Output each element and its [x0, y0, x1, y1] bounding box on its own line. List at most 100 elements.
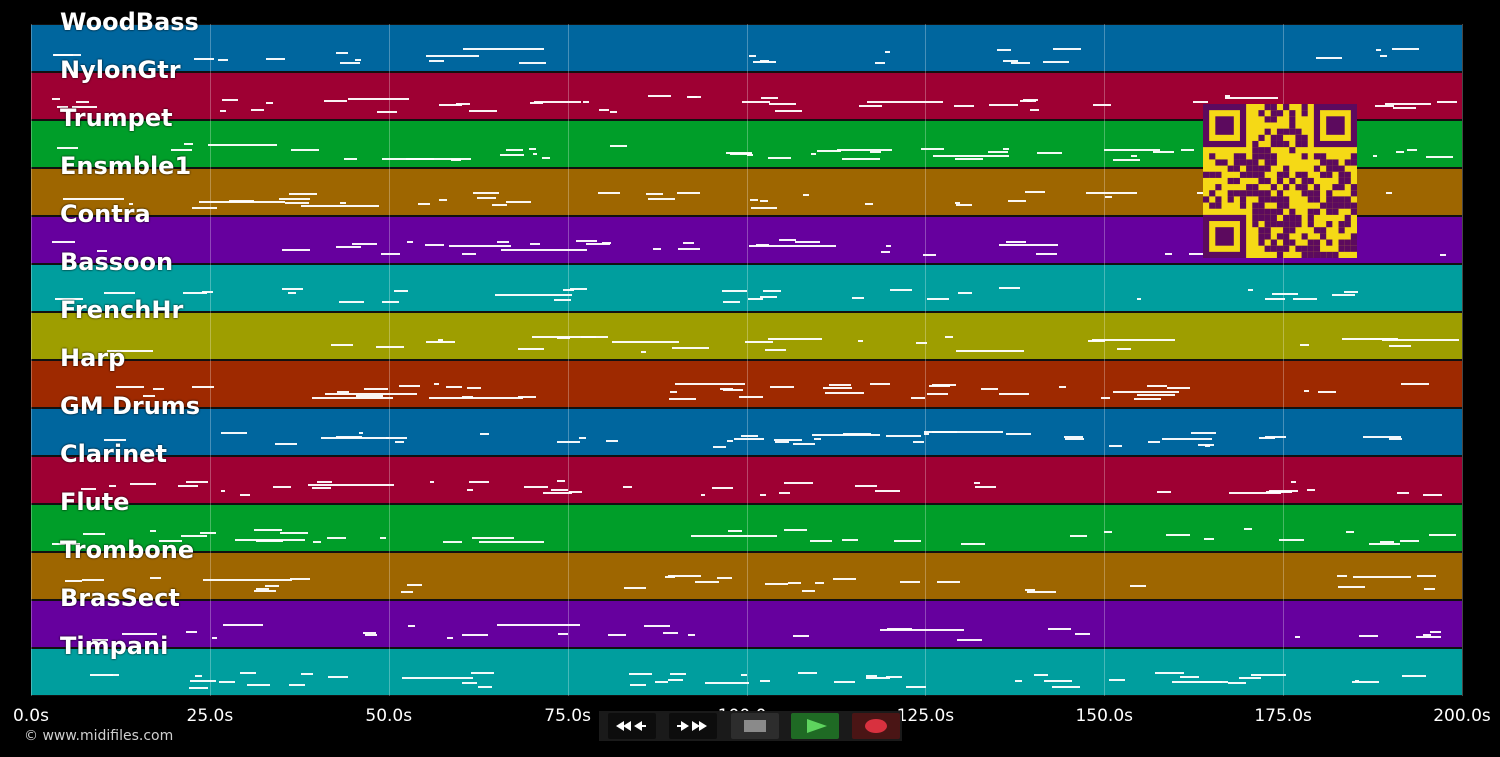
midi-note	[1225, 97, 1278, 100]
midi-note	[823, 386, 853, 389]
midi-note	[558, 633, 569, 636]
midi-note	[719, 387, 733, 390]
midi-note	[150, 530, 156, 533]
midi-note	[624, 587, 647, 589]
play-button[interactable]	[791, 713, 839, 739]
midi-note	[669, 391, 677, 394]
midi-note	[653, 247, 662, 250]
midi-note	[760, 494, 767, 497]
record-button[interactable]	[852, 713, 900, 739]
midi-note	[937, 581, 961, 584]
track-lane[interactable]: BrasSect	[31, 584, 1462, 648]
qr-code-icon	[1203, 104, 1357, 258]
midi-note	[219, 681, 236, 684]
track-lane[interactable]: GM Drums	[31, 392, 1462, 456]
midi-note	[128, 202, 133, 205]
midi-note	[439, 199, 447, 202]
midi-note	[192, 206, 217, 209]
midi-note	[1153, 150, 1174, 153]
midi-note	[764, 583, 789, 586]
midi-note	[1423, 634, 1431, 637]
midi-note	[1109, 445, 1122, 448]
track-lane[interactable]: Trombone	[31, 536, 1462, 600]
midi-note	[442, 540, 463, 543]
midi-note	[921, 147, 944, 150]
midi-note	[336, 436, 362, 439]
midi-note	[181, 535, 207, 538]
midi-note	[199, 531, 217, 534]
midi-note	[793, 634, 810, 637]
midi-note	[1166, 387, 1191, 390]
midi-note	[253, 590, 276, 593]
midi-note	[763, 289, 781, 292]
midi-note	[854, 485, 878, 488]
track-name: Ensmble1	[60, 152, 192, 180]
midi-note	[287, 292, 297, 295]
midi-note	[519, 62, 547, 65]
midi-note	[195, 675, 203, 678]
midi-note	[1392, 47, 1419, 50]
midi-note	[803, 193, 809, 196]
midi-note	[1315, 57, 1343, 60]
track-name: Harp	[60, 344, 126, 372]
midi-note	[674, 383, 746, 386]
midi-note	[857, 340, 863, 343]
grid-line	[1462, 24, 1463, 696]
track-lane[interactable]: Bassoon	[31, 248, 1462, 312]
midi-note	[1400, 540, 1419, 543]
midi-note	[1336, 575, 1347, 578]
midi-note	[467, 489, 474, 492]
midi-note	[837, 148, 893, 151]
track-lane[interactable]: FrenchHr	[31, 296, 1462, 360]
rewind-button[interactable]	[608, 713, 656, 739]
midi-note	[376, 345, 404, 348]
midi-note	[1181, 148, 1194, 151]
midi-note	[426, 341, 455, 344]
track-lane[interactable]: Clarinet	[31, 440, 1462, 504]
midi-note	[364, 388, 389, 391]
midi-note	[662, 632, 678, 635]
midi-note	[272, 485, 291, 488]
midi-note	[1191, 432, 1217, 435]
midi-note	[792, 442, 816, 445]
midi-note	[1136, 297, 1142, 300]
track-name: Timpani	[60, 632, 169, 660]
midi-note	[424, 244, 445, 247]
midi-note	[80, 487, 97, 490]
midi-note	[1354, 679, 1360, 682]
fast-forward-button[interactable]	[669, 713, 717, 739]
fast-forward-icon	[677, 721, 707, 731]
midi-note	[810, 540, 833, 543]
midi-note	[726, 439, 734, 442]
midi-note	[998, 287, 1021, 290]
midi-note	[842, 158, 881, 161]
stop-button[interactable]	[731, 713, 779, 739]
midi-note	[529, 102, 544, 104]
stop-icon	[744, 720, 766, 732]
midi-note	[281, 288, 303, 291]
midi-note	[468, 110, 498, 113]
midi-note	[494, 294, 572, 297]
midi-note	[598, 191, 621, 194]
midi-note	[445, 385, 462, 388]
midi-note	[769, 103, 796, 106]
midi-note	[751, 206, 777, 209]
midi-note	[647, 95, 671, 98]
midi-note	[401, 677, 474, 680]
track-lane[interactable]: Flute	[31, 488, 1462, 552]
midi-note	[1029, 108, 1040, 111]
track-lane[interactable]: Timpani	[31, 632, 1462, 696]
midi-note	[1239, 677, 1262, 680]
midi-note	[885, 676, 902, 679]
midi-note	[701, 494, 706, 497]
midi-note	[677, 248, 700, 251]
midi-note	[461, 253, 476, 256]
midi-note	[810, 153, 817, 156]
midi-note	[894, 539, 921, 542]
midi-note	[1129, 584, 1147, 587]
midi-note	[149, 576, 162, 579]
midi-note	[869, 383, 891, 386]
midi-note	[913, 440, 925, 443]
track-lane[interactable]: Harp	[31, 344, 1462, 408]
track-lane[interactable]: WoodBass	[31, 8, 1462, 72]
